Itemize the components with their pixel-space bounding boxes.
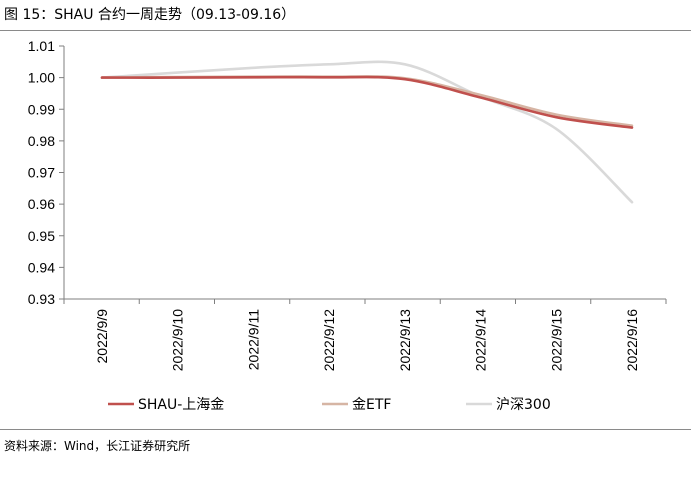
y-tick-label: 1.00 xyxy=(28,70,55,86)
x-tick-label: 2022/9/12 xyxy=(321,309,337,371)
x-tick-label: 2022/9/16 xyxy=(624,309,640,371)
line-chart: 0.93 0.94 0.95 0.96 0.97 0.98 0.99 1.00 1.01 202… xyxy=(28,38,667,413)
y-tick-label: 0.96 xyxy=(28,196,55,212)
y-tick-label: 0.99 xyxy=(28,101,55,117)
source-note: 资料来源：Wind，长江证券研究所 xyxy=(4,439,191,453)
figure-title: 图 15：SHAU 合约一周走势（09.13-09.16） xyxy=(4,7,296,23)
legend-label: 金ETF xyxy=(352,397,391,413)
y-tick-label: 0.98 xyxy=(28,133,55,149)
legend: SHAU-上海金 金ETF 沪深300 xyxy=(108,397,551,413)
x-axis: 2022/9/9 2022/9/10 2022/9/11 2022/9/12 2022/… xyxy=(63,298,667,371)
x-tick-label: 2022/9/10 xyxy=(170,309,186,371)
series-lines xyxy=(100,60,634,204)
y-axis: 0.93 0.94 0.95 0.96 0.97 0.98 0.99 1.00 1.01 xyxy=(28,38,65,307)
x-tick-label: 2022/9/15 xyxy=(548,309,564,371)
x-tick-label: 2022/9/14 xyxy=(473,309,489,371)
legend-label: 沪深300 xyxy=(496,397,551,413)
y-tick-label: 1.01 xyxy=(28,38,55,54)
y-tick-label: 0.93 xyxy=(28,291,55,307)
x-tick-label: 2022/9/13 xyxy=(397,309,413,371)
series-line-0 xyxy=(100,75,634,129)
series-line-1 xyxy=(100,75,634,127)
series-line-2 xyxy=(100,60,634,204)
top-rule xyxy=(0,30,691,31)
y-tick-label: 0.97 xyxy=(28,165,55,181)
bottom-rule xyxy=(0,429,691,430)
x-tick-label: 2022/9/9 xyxy=(94,309,110,364)
y-tick-label: 0.95 xyxy=(28,228,55,244)
legend-label: SHAU-上海金 xyxy=(138,397,224,413)
y-tick-label: 0.94 xyxy=(28,259,55,275)
x-tick-label: 2022/9/11 xyxy=(245,309,261,370)
